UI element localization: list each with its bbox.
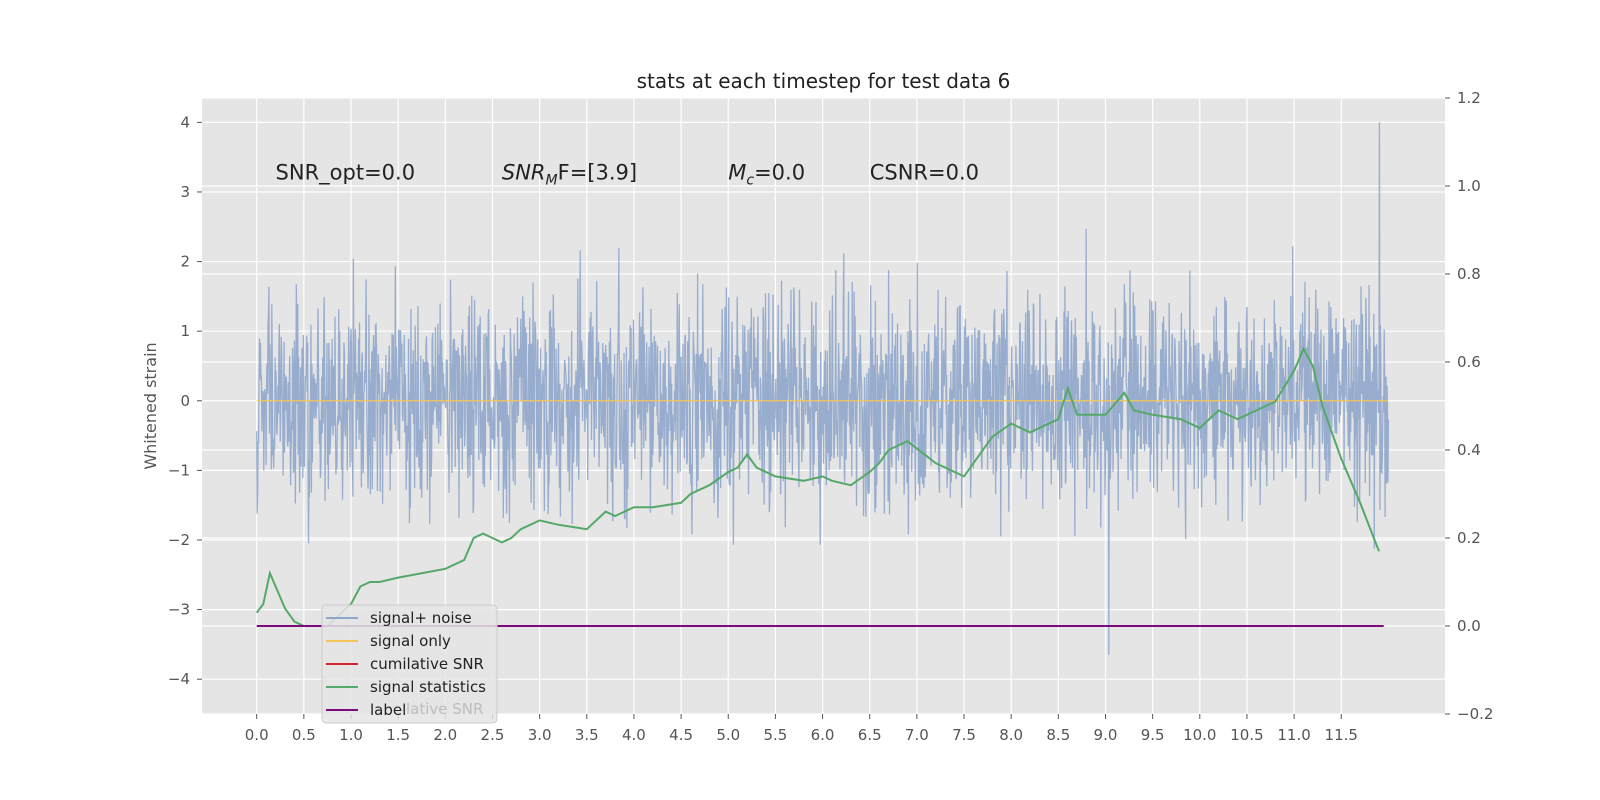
legend-box [321, 604, 498, 724]
x-tick-label: 11.5 [1325, 726, 1358, 744]
x-tick-label: 8.5 [1046, 726, 1070, 744]
y2-tick-label: 0.8 [1457, 265, 1481, 283]
y-tick-label: −3 [168, 601, 190, 619]
annotation-text: SNRMF=[3.9] [502, 160, 637, 188]
y-tick-label: 1 [180, 322, 190, 340]
x-tick-label: 1.0 [339, 726, 363, 744]
x-tick-label: 0.0 [245, 726, 269, 744]
x-tick-label: 3.0 [528, 726, 552, 744]
x-tick-label: 10.5 [1230, 726, 1263, 744]
x-tick-label: 5.5 [763, 726, 787, 744]
legend: lative SNR signal+ noise signal only cumila… [321, 604, 498, 724]
legend-label: signal+ noise [370, 609, 472, 627]
y-tick-label: 2 [180, 253, 190, 271]
x-tick-label: 0.5 [292, 726, 316, 744]
y-tick-label: −1 [168, 461, 190, 479]
y-axis-label: Whitened strain [141, 342, 160, 469]
legend-label: signal only [370, 632, 451, 650]
series-signal-plus-noise [256, 122, 1390, 655]
x-tick-label: 9.5 [1141, 726, 1165, 744]
legend-label: signal statistics [370, 678, 486, 696]
x-tick-label: 4.5 [669, 726, 693, 744]
annotation-text: Mc=0.0 [728, 160, 805, 188]
chart-title: stats at each timestep for test data 6 [637, 69, 1011, 93]
x-tick-label: 1.5 [386, 726, 410, 744]
y2-tick-label: 0.0 [1457, 617, 1481, 635]
y-tick-label: −2 [168, 531, 190, 549]
legend-label: label [370, 701, 406, 719]
x-tick-label: 6.0 [811, 726, 835, 744]
x-tick-label: 7.0 [905, 726, 929, 744]
legend-label: cumilative SNR [370, 655, 484, 673]
x-tick-label: 10.0 [1183, 726, 1216, 744]
x-tick-label: 3.5 [575, 726, 599, 744]
x-tick-label: 6.5 [858, 726, 882, 744]
signal-statistics-line [255, 346, 1380, 627]
x-tick-label: 11.0 [1277, 726, 1310, 744]
y-tick-label: 3 [180, 183, 190, 201]
x-tick-label: 4.0 [622, 726, 646, 744]
y2-tick-label: 1.2 [1457, 89, 1481, 107]
annotation-text: SNR_opt=0.0 [276, 160, 416, 185]
x-tick-label: 9.0 [1094, 726, 1118, 744]
x-tick-label: 8.0 [999, 726, 1023, 744]
x-tick-label: 5.0 [716, 726, 740, 744]
y-tick-label: 0 [180, 392, 190, 410]
y-tick-label: −4 [168, 670, 190, 688]
annotation-text: CSNR=0.0 [870, 160, 979, 184]
y2-tick-label: 1.0 [1457, 177, 1481, 195]
x-tick-label: 2.5 [481, 726, 505, 744]
y-tick-label: 4 [180, 113, 190, 131]
y2-tick-label: 0.6 [1457, 353, 1481, 371]
x-tick-label: 7.5 [952, 726, 976, 744]
x-tick-label: 2.0 [433, 726, 457, 744]
signal-plus-noise-line [256, 122, 1390, 655]
legend-ghost-text: lative SNR [406, 700, 483, 718]
y2-tick-label: 0.2 [1457, 529, 1481, 547]
y2-tick-label: 0.4 [1457, 441, 1481, 459]
y2-tick-label: −0.2 [1457, 705, 1493, 723]
